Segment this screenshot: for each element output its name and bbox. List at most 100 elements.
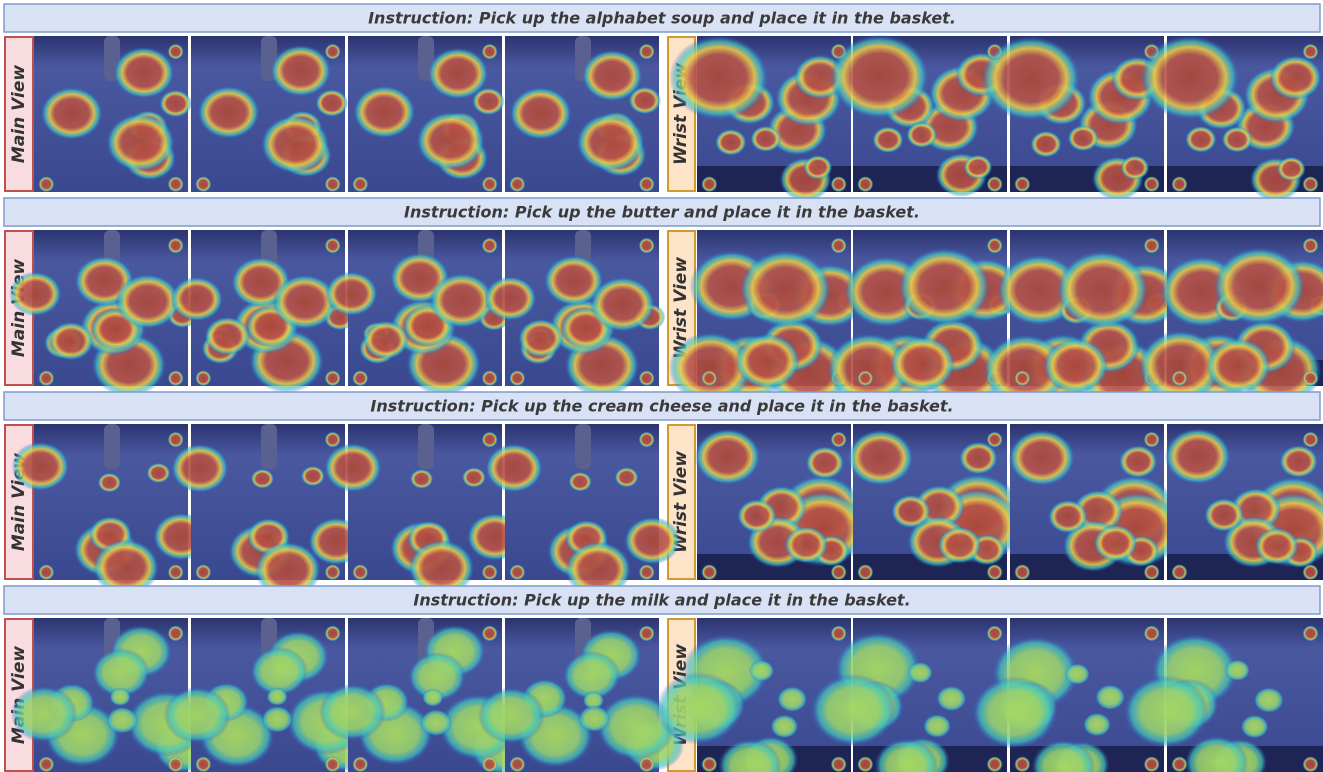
heat-dot (482, 756, 498, 772)
heat-blob (324, 443, 382, 492)
heat-blob (164, 687, 231, 744)
heat-dot (1171, 176, 1187, 192)
heatmap-panel (1009, 424, 1182, 580)
instruction: Instruction: Pick up the milk and place … (413, 591, 910, 610)
heat-blob (847, 430, 913, 486)
heat-dot (857, 176, 873, 192)
heatmap-panel (847, 424, 1021, 580)
heat-blob (509, 87, 571, 140)
heat-dot (857, 370, 873, 386)
heat-blob (1204, 498, 1244, 532)
heat-blob (936, 686, 966, 712)
heat-dot (1171, 370, 1187, 386)
heat-blob (898, 248, 990, 326)
heat-blob (410, 469, 433, 489)
heat-dot (831, 238, 847, 254)
heat-dot (168, 432, 184, 448)
heat-blob (770, 714, 798, 738)
heat-blob (1254, 687, 1284, 713)
heat-blob (261, 706, 293, 733)
heat-blob (420, 709, 452, 736)
heat-blob (1030, 131, 1062, 158)
heatmap-panel (669, 35, 851, 201)
heat-dot (1014, 176, 1030, 192)
heat-blob (115, 274, 180, 329)
heat-dot (195, 176, 211, 192)
heat-blob (891, 495, 931, 529)
heat-dot (701, 176, 717, 192)
heat-blob (363, 321, 409, 360)
heat-blob (266, 688, 287, 706)
heat-blob (615, 467, 639, 487)
heatmap-panel (485, 424, 680, 598)
heat-blob (749, 660, 774, 682)
heat-dot (639, 625, 655, 641)
heat-blob (803, 155, 832, 180)
heat-dot (831, 432, 847, 448)
heat-blob (518, 319, 564, 358)
heat-dot (168, 238, 184, 254)
heat-dot (38, 176, 54, 192)
heat-blob (735, 334, 800, 389)
heat-blob (576, 113, 645, 172)
heat-dot (1014, 756, 1030, 772)
heat-dot (352, 756, 368, 772)
heat-dot (482, 432, 498, 448)
heat-dot (195, 370, 211, 386)
heat-dot (482, 238, 498, 254)
heat-blob (590, 277, 655, 332)
heat-dot (639, 756, 655, 772)
heat-dot (1303, 756, 1319, 772)
heat-blob (106, 707, 138, 734)
heat-dot (325, 238, 341, 254)
heat-blob (270, 45, 331, 97)
heatmap-panel (1140, 35, 1323, 201)
heat-blob (1095, 684, 1125, 710)
heatmap-panel (34, 36, 192, 192)
heatmap-panel (12, 424, 210, 595)
heat-blob (1255, 528, 1299, 565)
heatmap-panel (348, 36, 505, 192)
heat-dot (831, 625, 847, 641)
heat-dot (482, 44, 498, 60)
heat-blob (319, 684, 386, 741)
robot-arm (418, 424, 434, 469)
robot-arm (261, 424, 277, 469)
heat-dot (1303, 564, 1319, 580)
heatmap-panel (478, 618, 684, 772)
heat-dot (482, 625, 498, 641)
heat-dot (509, 756, 525, 772)
heat-blob (1222, 126, 1253, 152)
heat-dot (639, 238, 655, 254)
robot-arm (104, 424, 120, 469)
heat-blob (1165, 428, 1231, 484)
heat-dot (639, 44, 655, 60)
heat-blob (106, 113, 175, 172)
heat-dot (168, 44, 184, 60)
heat-dot (639, 432, 655, 448)
heat-dot (987, 564, 1003, 580)
heat-dot (1303, 44, 1319, 60)
heat-blob (908, 662, 933, 684)
heat-dot (482, 176, 498, 192)
heat-blob (261, 115, 330, 174)
heat-dot (482, 370, 498, 386)
heat-dot (987, 432, 1003, 448)
heat-blob (923, 714, 951, 738)
heat-blob (1094, 524, 1138, 561)
instruction: Instruction: Pick up the butter and plac… (404, 203, 920, 222)
heat-blob (737, 499, 777, 533)
heat-blob (810, 674, 896, 747)
heat-blob (251, 469, 274, 489)
heatmap-panel (505, 36, 661, 192)
heat-dot (325, 370, 341, 386)
heat-blob (1057, 251, 1149, 329)
heat-blob (1279, 445, 1318, 478)
heat-blob (624, 517, 680, 565)
heatmap-panel (484, 230, 665, 397)
figure: Instruction: Pick up the alphabet soup a… (0, 0, 1323, 772)
heat-blob (422, 689, 443, 707)
heat-dot (38, 564, 54, 580)
heat-dot (1014, 564, 1030, 580)
heat-dot (168, 370, 184, 386)
